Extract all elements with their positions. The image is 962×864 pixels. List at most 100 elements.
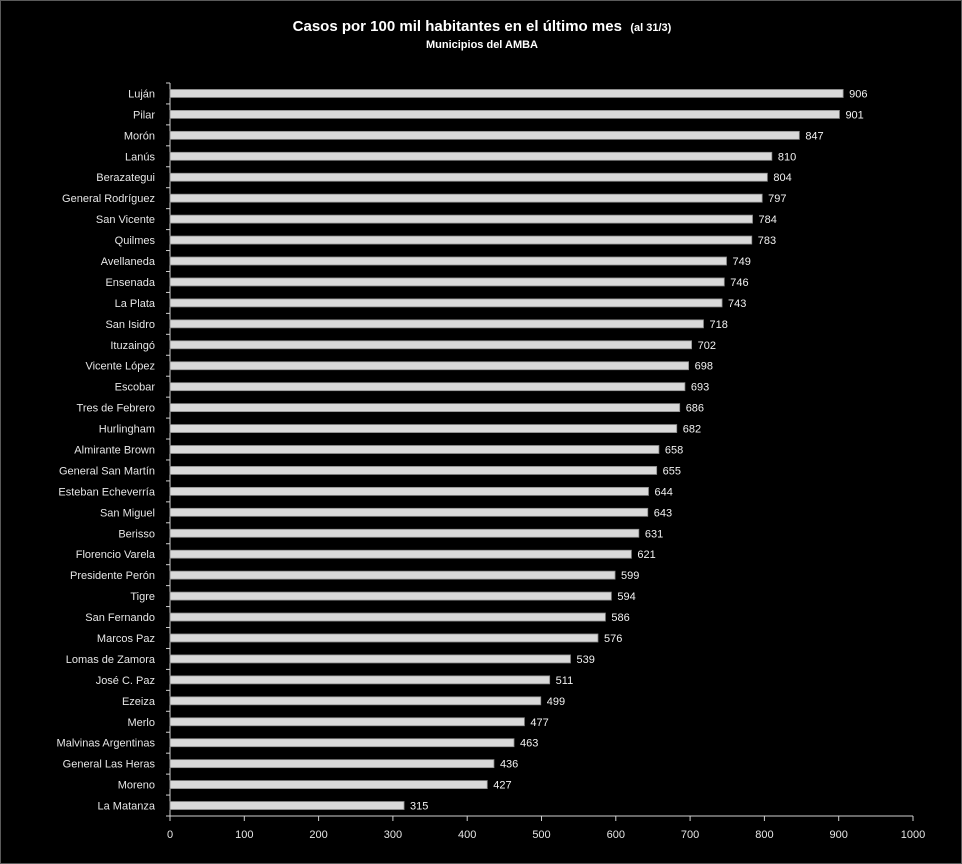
x-tick-label: 300 — [384, 829, 402, 841]
bar — [169, 570, 616, 580]
category-label: Luján — [128, 88, 155, 100]
bar — [169, 654, 571, 664]
data-label: 643 — [654, 507, 672, 519]
category-label: Lanús — [125, 151, 155, 163]
data-label: 804 — [773, 172, 791, 184]
data-label: 693 — [691, 382, 709, 394]
data-label: 436 — [500, 759, 518, 771]
bar — [169, 466, 658, 475]
data-label: 427 — [493, 780, 511, 792]
category-label: Esteban Echeverría — [58, 486, 155, 498]
data-label: 698 — [695, 361, 713, 373]
bar — [169, 633, 599, 643]
category-label: San Fernando — [85, 612, 155, 624]
category-label: Lomas de Zamora — [66, 654, 156, 666]
x-tick-label: 500 — [532, 829, 550, 841]
bar — [169, 738, 515, 748]
data-label: 511 — [556, 675, 574, 687]
category-label: San Miguel — [100, 507, 155, 519]
data-label: 784 — [759, 214, 777, 226]
data-label: 797 — [768, 193, 786, 205]
category-label: Merlo — [127, 717, 155, 729]
bar — [169, 172, 768, 182]
category-label: Hurlingham — [99, 424, 155, 436]
bar — [169, 130, 800, 140]
bar — [169, 445, 660, 454]
data-label: 655 — [663, 465, 681, 477]
category-label: Escobar — [115, 382, 156, 394]
data-label: 746 — [730, 277, 748, 289]
data-label: 586 — [611, 612, 629, 624]
category-label: Ituzaingó — [110, 340, 155, 352]
bar — [169, 675, 551, 685]
bar — [169, 361, 690, 371]
data-label: 658 — [665, 445, 683, 457]
data-label: 477 — [530, 717, 548, 729]
bar — [169, 717, 525, 727]
data-label: 599 — [621, 570, 639, 582]
category-label: La Matanza — [98, 801, 156, 813]
data-label: 783 — [758, 235, 776, 247]
data-label: 576 — [604, 633, 622, 645]
data-label: 743 — [728, 298, 746, 310]
category-label: General Rodríguez — [62, 193, 155, 205]
bar — [169, 528, 640, 538]
bar — [169, 256, 727, 266]
bar — [169, 235, 753, 245]
category-label: Ensenada — [105, 277, 155, 289]
category-label: Pilar — [133, 109, 155, 121]
bar — [169, 591, 612, 601]
bar — [169, 214, 753, 224]
data-label: 686 — [686, 403, 704, 415]
bar — [169, 319, 704, 329]
category-label: José C. Paz — [96, 675, 155, 687]
bar — [169, 89, 844, 98]
data-label: 749 — [733, 256, 751, 268]
data-label: 463 — [520, 738, 538, 750]
category-label: General Las Heras — [63, 759, 156, 771]
category-label: Malvinas Argentinas — [57, 738, 156, 750]
x-tick-label: 200 — [309, 829, 327, 841]
bar — [169, 193, 763, 203]
bar — [169, 298, 723, 308]
category-label: Moreno — [118, 780, 155, 792]
category-label: Tres de Febrero — [77, 403, 155, 415]
data-label: 631 — [645, 528, 663, 540]
bar — [169, 696, 542, 706]
x-tick-label: 900 — [830, 829, 848, 841]
category-label: Berisso — [118, 528, 155, 540]
x-tick-label: 1000 — [901, 829, 925, 841]
data-label: 539 — [576, 654, 594, 666]
bar — [169, 612, 606, 622]
category-label: Marcos Paz — [97, 633, 155, 645]
data-label: 718 — [709, 319, 727, 331]
category-label: Vicente López — [85, 361, 155, 373]
chart-title-main: Casos por 100 mil habitantes en el últim… — [293, 18, 622, 35]
category-label: La Plata — [115, 298, 156, 310]
bar — [169, 277, 725, 287]
data-label: 702 — [698, 340, 716, 352]
bar — [169, 507, 649, 517]
category-label: Morón — [124, 130, 155, 142]
x-tick-label: 100 — [235, 829, 253, 841]
x-tick-label: 0 — [167, 829, 173, 841]
category-label: Almirante Brown — [74, 445, 155, 457]
data-label: 644 — [654, 486, 672, 498]
category-label: Tigre — [130, 591, 155, 603]
category-label: General San Martín — [59, 465, 155, 477]
bar — [169, 151, 773, 161]
category-label: Florencio Varela — [76, 549, 156, 561]
data-label: 315 — [410, 801, 428, 813]
category-label: Presidente Perón — [70, 570, 155, 582]
data-label: 621 — [637, 549, 655, 561]
bar — [169, 549, 632, 559]
x-tick-label: 400 — [458, 829, 476, 841]
chart-subtitle: Municipios del AMBA — [426, 39, 538, 51]
data-label: 847 — [805, 130, 823, 142]
data-label: 682 — [683, 424, 701, 436]
data-label: 499 — [547, 696, 565, 708]
category-label: Ezeiza — [122, 696, 156, 708]
data-label: 906 — [849, 88, 867, 100]
